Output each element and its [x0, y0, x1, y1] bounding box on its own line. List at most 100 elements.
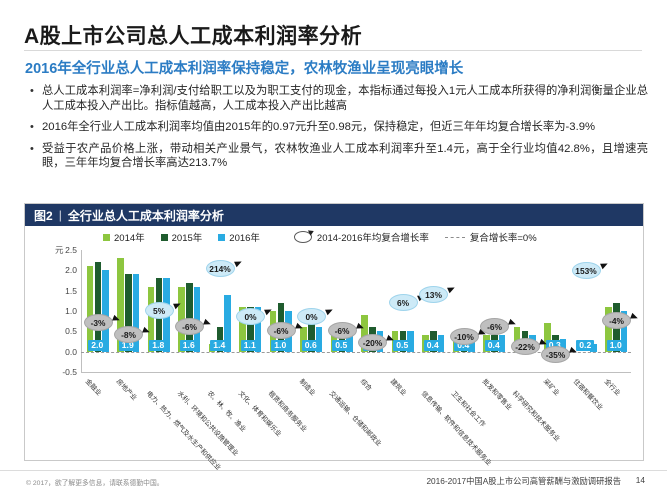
cagr-callout: 153% — [571, 260, 609, 279]
bar-2015年 — [247, 306, 254, 352]
bar-2015年 — [216, 327, 224, 352]
cagr-callout: 0% — [236, 306, 273, 325]
legend-label: 2014年 — [114, 233, 145, 244]
figure-title: 全行业总人工成本利润率分析 — [67, 208, 224, 223]
bar-2015年 — [338, 327, 346, 352]
top-band — [0, 0, 667, 10]
bar-group: 1.4 — [204, 250, 235, 372]
y-tick-label: 2.5 — [65, 245, 77, 255]
cagr-value: 6% — [396, 297, 410, 308]
bar-group: 1.0 — [601, 250, 632, 372]
bullet-dot: • — [30, 142, 34, 155]
bar-value-label: 0.2 — [576, 339, 595, 351]
footer-copyright: © 2017，欲了解更多信息，请联系德勤中国。 — [26, 480, 164, 487]
cagr-value: -6% — [334, 325, 350, 336]
legend-label: 2016年 — [229, 233, 260, 244]
x-axis-labels: 金融业 房地产业 电力、热力、燃气及水生产和供应业 水利、环境和公共设施管理业 农、林、… — [82, 374, 631, 472]
y-tick-label: 0.0 — [65, 346, 77, 357]
legend-swatch-icon — [103, 233, 110, 241]
bar-group: 0.4 — [448, 250, 479, 372]
chart-legend: 2014年 2015年 2016年 2014-2016年均复合增长率 复合增长率=0% — [25, 228, 643, 246]
cagr-callout: -35% — [541, 346, 578, 363]
bullet-list: • 总人工成本利润率=净利润/支付给职工以及为职工支付的现金，本指标通过每投入1… — [30, 84, 648, 178]
cagr-callout: 6% — [388, 292, 426, 311]
cagr-value: -6% — [487, 321, 502, 332]
cagr-value: -35% — [545, 349, 566, 360]
bullet-text: 总人工成本利润率=净利润/支付给职工以及为职工支付的现金，本指标通过每投入1元人… — [42, 85, 648, 112]
bar-group: 0.2 — [570, 250, 601, 372]
bar-group: 0.3 — [540, 250, 571, 372]
dashed-line-icon — [444, 236, 465, 238]
cagr-callout: -10% — [449, 328, 487, 345]
bar-group: 1.9 — [113, 250, 144, 372]
bar-group: 1.1 — [235, 250, 266, 372]
bar-value-label: 0.6 — [301, 339, 320, 351]
footer-page-number: 14 — [635, 475, 645, 485]
legend-swatch-icon — [160, 233, 168, 241]
cagr-value: -20% — [362, 337, 383, 348]
figure-number: 图2 — [34, 208, 53, 223]
y-axis-unit: 元 — [55, 245, 64, 255]
bar-value-label: 1.0 — [606, 339, 625, 351]
bar-value-label: 0.4 — [423, 339, 442, 351]
bar-2015年 — [308, 323, 315, 352]
cagr-value: 5% — [152, 305, 166, 316]
cagr-value: -22% — [515, 341, 535, 352]
legend-item-cagr: 2014-2016年均复合增长率 — [293, 230, 429, 244]
legend-label: 复合增长率=0% — [469, 233, 537, 244]
list-item: • 2016年全行业人工成本利润率均值由2015年的0.97元升至0.98元，保… — [30, 120, 648, 135]
bar-2015年 — [125, 274, 132, 352]
y-tick-label: -0.5 — [62, 367, 77, 377]
bar-2014年 — [300, 327, 307, 352]
page-title: A股上市公司总人工成本利润率分析 — [24, 25, 363, 48]
bar-2016年 — [132, 274, 140, 352]
page-subtitle: 2016年全行业总人工成本利润率保持稳定，农林牧渔业呈现亮眼增长 — [25, 61, 464, 77]
bar-value-label: 1.1 — [240, 339, 259, 351]
title-divider — [24, 50, 642, 51]
x-axis-label: 综合 — [358, 378, 373, 393]
y-tick-label: 0.5 — [65, 326, 77, 337]
x-axis-label: 批发和零售业 — [480, 378, 513, 412]
cagr-value: -6% — [273, 325, 289, 336]
x-axis-label: 房地产业 — [114, 378, 138, 403]
x-axis-line — [81, 372, 631, 373]
cagr-value: 0% — [244, 311, 257, 322]
cagr-callout: -20% — [358, 334, 395, 351]
footer-divider — [0, 470, 667, 471]
cagr-callout: -8% — [114, 326, 151, 343]
bar-2015年 — [94, 262, 102, 352]
footer-report-name: 2016-2017中国A股上市公司高管薪酬与激励调研报告 — [426, 476, 621, 486]
bar-group: 0.4 — [479, 250, 510, 372]
callout-bubble-icon — [293, 231, 312, 243]
legend-item-zeroline: 复合增长率=0% — [444, 230, 537, 244]
cagr-value: -3% — [90, 317, 106, 328]
cagr-value: 153% — [575, 265, 597, 276]
cagr-callout: -4% — [602, 312, 639, 329]
bar-group: 0.5 — [326, 250, 357, 372]
cagr-callout: 214% — [205, 258, 243, 277]
cagr-value: -10% — [454, 331, 474, 342]
x-axis-label: 交通运输、仓储和邮政业 — [327, 390, 383, 448]
cagr-callout: -3% — [83, 314, 121, 331]
bullet-text: 受益于农产品价格上涨，带动相关产业景气，农林牧渔业人工成本利润率升至1.4元，高… — [42, 142, 648, 170]
legend-item-1: 2015年 — [160, 230, 202, 244]
bar-2014年 — [544, 323, 551, 352]
bar-value-label: 1.9 — [118, 339, 137, 351]
bar-2014年 — [605, 306, 612, 352]
bar-value-label: 0.5 — [332, 339, 351, 351]
bullet-dot: • — [30, 85, 34, 97]
bar-2014年 — [147, 286, 155, 352]
cagr-value: 214% — [209, 263, 231, 274]
legend-item-2: 2016年 — [218, 230, 260, 244]
bar-group: 0.5 — [387, 250, 418, 372]
bar-value-label: 1.0 — [271, 339, 290, 351]
figure-container: 图2 | 全行业总人工成本利润率分析 2014年 2015年 2016年 2014-2… — [24, 203, 644, 472]
x-axis-label: 全行业 — [602, 378, 621, 398]
x-axis-label: 住宿和餐饮业 — [571, 378, 604, 412]
cagr-callout: -6% — [266, 322, 304, 339]
bar-group: 0.4 — [418, 250, 449, 372]
legend-label: 2014-2016年均复合增长率 — [316, 233, 429, 244]
x-axis-label: 采矿业 — [541, 378, 560, 398]
y-tick-label: 2.0 — [65, 265, 77, 276]
